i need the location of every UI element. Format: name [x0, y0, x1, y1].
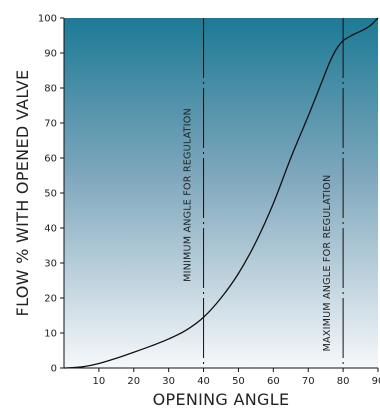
- y-tick-label: 80: [44, 84, 57, 95]
- y-tick-label: 70: [44, 119, 57, 130]
- minimum-angle-label: MINIMUM ANGLE FOR REGULATION: [183, 108, 194, 282]
- y-tick-label: 30: [44, 259, 57, 270]
- annotation-layer: MINIMUM ANGLE FOR REGULATION MAXIMUM ANGL…: [183, 18, 344, 368]
- x-tick-label: 30: [162, 376, 175, 387]
- x-tick-label: 60: [267, 376, 280, 387]
- y-axis-title: FLOW % WITH OPENED VALVE: [13, 70, 32, 317]
- y-tick-label: 40: [44, 224, 57, 235]
- x-tick-label: 80: [337, 376, 350, 387]
- y-tick-label: 20: [44, 294, 57, 305]
- plot-background: [64, 18, 378, 368]
- y-tick-label: 10: [44, 329, 57, 340]
- x-tick-label: 40: [197, 376, 210, 387]
- y-tick-label: 100: [38, 14, 57, 25]
- x-tick-label: 50: [232, 376, 245, 387]
- maximum-angle-label: MAXIMUM ANGLE FOR REGULATION: [322, 175, 333, 352]
- y-tick-label: 0: [51, 364, 57, 375]
- y-tick-label: 60: [44, 154, 57, 165]
- y-tick-label: 50: [44, 189, 57, 200]
- flow-curve: [63, 17, 379, 369]
- x-tick-label: 10: [93, 376, 106, 387]
- axes-layer: 0 10 20 30 40 50 60 70 80 90 100 10 20 30 40 50 60 70 80 90: [38, 14, 380, 388]
- x-axis-title: OPENING ANGLE: [153, 390, 290, 409]
- x-tick-label: 20: [127, 376, 140, 387]
- x-tick-label: 90: [372, 376, 380, 387]
- y-tick-label: 90: [44, 49, 57, 60]
- x-tick-label: 70: [302, 376, 315, 387]
